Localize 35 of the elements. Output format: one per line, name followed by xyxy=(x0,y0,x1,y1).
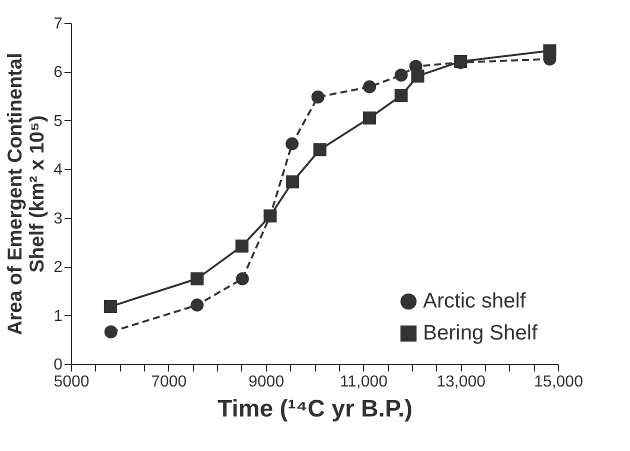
point xyxy=(543,44,556,58)
point xyxy=(311,90,324,104)
point xyxy=(235,240,248,253)
y-tick-label: 1 xyxy=(54,308,63,325)
legend-label: Arctic shelf xyxy=(423,290,526,312)
x-tick-label: 5000 xyxy=(54,374,90,390)
point xyxy=(394,89,408,102)
point xyxy=(363,111,376,125)
x-axis-title: Time (¹⁴C yr B.P.) xyxy=(217,396,413,422)
point xyxy=(104,325,118,338)
point xyxy=(363,80,376,94)
y-tick-label: 2 xyxy=(54,259,63,276)
point xyxy=(286,175,300,188)
point xyxy=(394,68,408,82)
point xyxy=(190,272,204,286)
point xyxy=(236,272,249,286)
point xyxy=(190,298,204,312)
y-tick-label: 4 xyxy=(54,162,63,179)
x-tick-label: 11,000 xyxy=(340,374,388,390)
y-tick-label: 6 xyxy=(54,64,63,82)
point xyxy=(104,300,117,314)
y-tick-label: 3 xyxy=(54,210,63,228)
y-axis-title: Area of Emergent Continental Shelf (km² x 10⁵) xyxy=(4,52,49,336)
y-tick-label: 5 xyxy=(54,112,63,130)
x-tick-label: 7000 xyxy=(151,374,187,390)
legend-label: Bering Shelf xyxy=(423,322,538,344)
point xyxy=(264,209,277,222)
point xyxy=(286,137,299,150)
y-tick-label: 0 xyxy=(54,356,63,374)
x-tick-label: 9000 xyxy=(248,374,284,390)
y-tick-label: 7 xyxy=(54,16,63,32)
point xyxy=(313,143,326,156)
x-tick-label: 15,000 xyxy=(534,374,584,390)
point xyxy=(411,70,424,83)
x-tick-label: 13,000 xyxy=(436,374,486,390)
